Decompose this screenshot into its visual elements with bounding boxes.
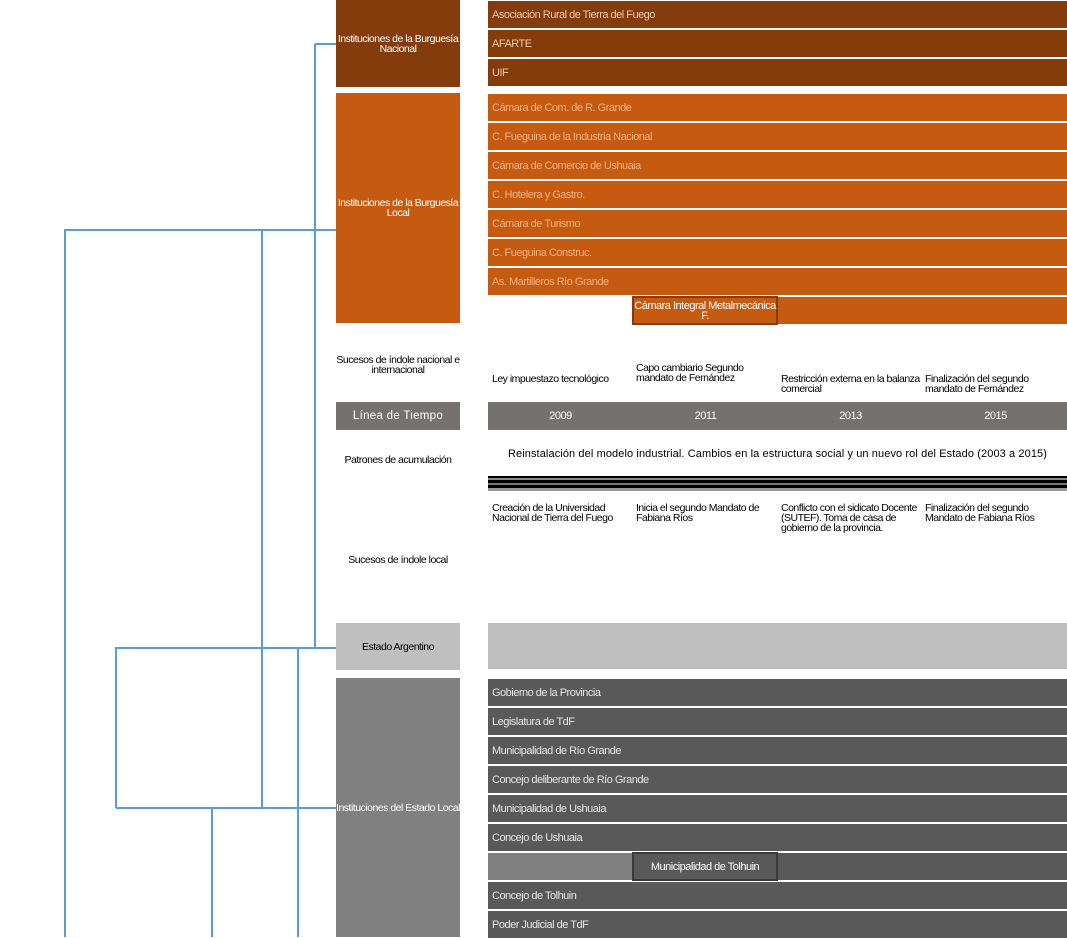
label-sucesos-nacional: Sucesos de índole nacional e internacion…	[336, 345, 460, 385]
connector-line	[116, 807, 340, 937]
striped-divider	[488, 476, 1067, 491]
list-item: Cámara Integral Metalmecánica F.	[488, 296, 1067, 325]
year-label: 2011	[694, 410, 717, 422]
highlight-box: Municipalidad de Tolhuin	[632, 852, 778, 881]
label-text: Línea de Tiempo	[352, 410, 444, 422]
national-event: Finalización del segundo mandato de Fern…	[925, 373, 1029, 392]
list-item: UIF	[488, 59, 1067, 86]
local-event: Creación de la Universidad Nacional de T…	[492, 503, 613, 523]
national-event: Restricción externa en la balanza comerc…	[781, 373, 920, 392]
national-event: Ley impuestazo tecnológico	[492, 373, 609, 385]
timeline-bar	[488, 402, 1067, 430]
year-label: 2009	[549, 410, 572, 422]
label-burguesia-nacional: Instituciones de la Burguesía Nacional	[336, 0, 460, 87]
list-item: Cámara de Turismo	[488, 210, 1067, 237]
list-item: AFARTE	[488, 30, 1067, 57]
label-text: Patrones de acumulación	[344, 454, 453, 466]
label-estado-local: Instituciones del Estado Local	[336, 678, 460, 937]
local-event: Conflicto con el sidicato Docente (SUTEF…	[781, 503, 917, 533]
list-item: C. Fueguina de la Industria Nacional	[488, 123, 1067, 150]
highlight-box: Cámara Integral Metalmecánica F.	[632, 296, 778, 325]
local-event: Finalización del segundo Mandato de Fabi…	[925, 503, 1035, 523]
label-text: Sucesos de índole nacional e internacion…	[336, 354, 460, 376]
list-item: Concejo deliberante de Río Grande	[488, 766, 1067, 793]
list-item: Legislatura de TdF	[488, 708, 1067, 735]
list-item: C. Fueguina Construc.	[488, 239, 1067, 266]
year-label: 2013	[839, 410, 862, 422]
list-item: As. Martilleros Río Grande	[488, 268, 1067, 295]
list-item: Municipalidad de Ushuaia	[488, 795, 1067, 822]
list-item: Poder Judicial de TdF	[488, 911, 1067, 938]
label-text: Instituciones del Estado Local	[336, 801, 460, 814]
estado-local-list: Gobierno de la Provincia Legislatura de …	[488, 679, 1067, 938]
connector-line	[64, 229, 340, 937]
list-item: Concejo de Tolhuin	[488, 882, 1067, 909]
connector-line	[115, 647, 340, 937]
label-text: Sucesos de índole local	[348, 554, 448, 566]
burguesia-local-list: Cámara de Com. de R. Grande C. Fueguina …	[488, 94, 1067, 325]
list-item: Cámara de Com. de R. Grande	[488, 94, 1067, 121]
estado-argentino-band	[488, 623, 1067, 669]
label-estado-argentino: Estado Argentino	[336, 623, 460, 670]
list-item: Municipalidad de Tolhuin	[488, 852, 1067, 881]
list-item: Asociación Rural de Tierra del Fuego	[488, 1, 1067, 28]
label-text: Estado Argentino	[362, 640, 434, 653]
list-item: Cámara de Comercio de Ushuaia	[488, 152, 1067, 179]
list-item: Concejo de Ushuaia	[488, 824, 1067, 851]
list-item: Municipalidad de Río Grande	[488, 737, 1067, 764]
national-event: Capo cambiario Segundo mandato de Fernán…	[636, 362, 744, 384]
label-burguesia-local: Instituciones de la Burguesía Local	[336, 93, 460, 323]
patron-text: Reinstalación del modelo industrial. Cam…	[507, 448, 1048, 460]
connector-line	[314, 43, 340, 648]
list-item: Gobierno de la Provincia	[488, 679, 1067, 706]
burguesia-nacional-list: Asociación Rural de Tierra del Fuego AFA…	[488, 1, 1067, 86]
label-linea-tiempo: Línea de Tiempo	[336, 402, 460, 430]
local-event: Inicia el segundo Mandato de Fabiana Río…	[636, 503, 760, 523]
label-text: Instituciones de la Burguesía Nacional	[337, 32, 459, 55]
year-label: 2015	[984, 410, 1007, 422]
label-patrones: Patrones de acumulación	[336, 445, 460, 475]
list-item: C. Hotelera y Gastro.	[488, 181, 1067, 208]
label-sucesos-local: Sucesos de índole local	[336, 545, 460, 575]
label-text: Instituciones de la Burguesía Local	[337, 197, 459, 219]
